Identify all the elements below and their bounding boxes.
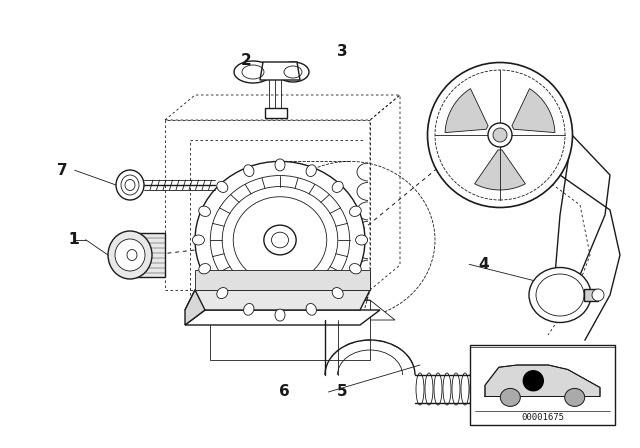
Ellipse shape [332,181,343,193]
Ellipse shape [332,288,343,299]
Ellipse shape [199,206,211,216]
Polygon shape [445,89,488,133]
Polygon shape [584,289,598,301]
Circle shape [524,371,543,391]
Text: 4: 4 [478,257,488,272]
Ellipse shape [217,181,228,193]
Ellipse shape [564,388,585,406]
Ellipse shape [275,159,285,171]
Text: 00001675: 00001675 [521,413,564,422]
Ellipse shape [592,289,604,301]
Ellipse shape [264,225,296,255]
Ellipse shape [115,239,145,271]
Ellipse shape [277,62,309,82]
Text: 5: 5 [337,384,348,400]
Polygon shape [475,150,525,190]
Text: 1: 1 [68,232,79,247]
Ellipse shape [244,303,254,315]
Ellipse shape [193,235,204,245]
Ellipse shape [121,175,139,195]
Polygon shape [210,300,395,320]
Ellipse shape [127,250,137,260]
Text: 7: 7 [58,163,68,178]
Ellipse shape [306,303,316,315]
Polygon shape [512,89,555,133]
Polygon shape [485,365,600,396]
Polygon shape [185,290,370,310]
Ellipse shape [217,288,228,299]
Polygon shape [185,290,205,325]
Text: 1: 1 [68,232,79,247]
Ellipse shape [116,170,144,200]
Ellipse shape [108,231,152,279]
Text: 6: 6 [280,384,290,400]
Polygon shape [132,233,165,277]
Ellipse shape [500,388,520,406]
Ellipse shape [349,206,361,216]
Bar [470,345,615,425]
Text: 2: 2 [241,53,252,68]
Text: 3: 3 [337,44,348,59]
Polygon shape [185,310,380,325]
Ellipse shape [488,123,512,147]
Ellipse shape [349,263,361,274]
Ellipse shape [306,165,316,177]
Ellipse shape [199,263,211,274]
Ellipse shape [234,61,272,83]
Polygon shape [265,108,287,118]
Ellipse shape [271,232,289,248]
Polygon shape [195,270,370,290]
Polygon shape [210,300,370,360]
Ellipse shape [195,161,365,319]
Polygon shape [260,62,300,80]
Ellipse shape [529,267,591,323]
Ellipse shape [244,165,254,177]
Ellipse shape [493,128,507,142]
Ellipse shape [275,309,285,321]
Ellipse shape [356,235,367,245]
Ellipse shape [428,63,573,207]
